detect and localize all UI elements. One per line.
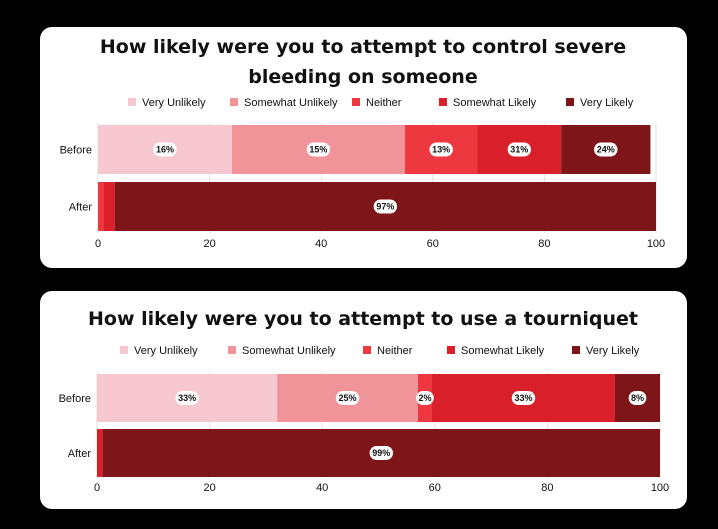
data-label: 2% <box>416 391 434 405</box>
x-tick-label: 100 <box>651 482 669 494</box>
legend-item: Somewhat Unlikely <box>228 345 336 357</box>
x-tick-label: 20 <box>203 238 215 250</box>
data-label-text: 25% <box>339 393 357 403</box>
data-label-pill <box>306 142 331 157</box>
data-label-pill <box>373 199 398 214</box>
legend-label: Very Likely <box>580 97 634 109</box>
x-tick-label: 40 <box>316 482 328 494</box>
x-tick-label: 80 <box>538 238 550 250</box>
category-label: Before <box>60 145 92 157</box>
legend-swatch <box>230 98 238 106</box>
data-label-text: 33% <box>178 393 196 403</box>
legend-label: Somewhat Unlikely <box>244 97 338 109</box>
data-label: 97% <box>373 199 398 214</box>
data-label-pill <box>175 391 199 405</box>
chart-title-line: How likely were you to attempt to contro… <box>100 36 626 58</box>
bar-segment <box>97 429 103 477</box>
x-tick-label: 0 <box>95 238 101 250</box>
data-label: 33% <box>511 391 536 405</box>
legend-item: Very Likely <box>566 97 634 109</box>
x-tick-label: 60 <box>429 482 441 494</box>
legend-swatch <box>566 98 574 106</box>
data-label-pill <box>429 142 453 157</box>
legend-item: Somewhat Likely <box>447 345 545 357</box>
x-tick-label: 0 <box>94 482 100 494</box>
data-label: 99% <box>369 446 394 460</box>
legend-label: Somewhat Likely <box>453 97 537 109</box>
legend-swatch <box>228 346 236 354</box>
data-label-text: 13% <box>432 145 450 155</box>
x-tick-label: 80 <box>541 482 553 494</box>
legend-item: Somewhat Unlikely <box>230 97 338 109</box>
legend-swatch <box>120 346 128 354</box>
legend-item: Very Unlikely <box>128 97 206 109</box>
x-tick-label: 60 <box>427 238 439 250</box>
data-label-text: 33% <box>514 393 532 403</box>
data-label-text: 16% <box>156 145 174 155</box>
chart-title-line: How likely were you to attempt to use a … <box>88 308 638 330</box>
category-label: After <box>68 448 92 460</box>
data-label-text: 15% <box>309 145 327 155</box>
bar-segment <box>98 182 104 231</box>
legend-label: Very Unlikely <box>142 97 206 109</box>
category-label: Before <box>59 393 91 405</box>
data-label: 13% <box>429 142 453 157</box>
data-label-text: 2% <box>418 393 431 403</box>
legend-label: Somewhat Unlikely <box>242 345 336 357</box>
legend-label: Neither <box>366 97 402 109</box>
legend-label: Very Unlikely <box>134 345 198 357</box>
legend-swatch <box>352 98 360 106</box>
data-label-pill <box>335 391 360 405</box>
data-label: 16% <box>153 142 177 157</box>
legend-label: Very Likely <box>586 345 640 357</box>
x-tick-label: 40 <box>315 238 327 250</box>
x-tick-label: 20 <box>203 482 215 494</box>
legend-label: Somewhat Likely <box>461 345 545 357</box>
data-label: 8% <box>628 391 647 405</box>
chart-panel-bleeding: How likely were you to attempt to contro… <box>40 27 687 268</box>
data-label-text: 97% <box>376 202 394 212</box>
data-label-pill <box>416 391 434 405</box>
legend-item: Very Likely <box>572 345 640 357</box>
legend-item: Somewhat Likely <box>439 97 537 109</box>
data-label-pill <box>511 391 536 405</box>
data-label-pill <box>153 142 177 157</box>
data-label-pill <box>369 446 394 460</box>
legend-item: Neither <box>363 345 413 357</box>
x-tick-label: 100 <box>647 238 665 250</box>
data-label-pill <box>628 391 647 405</box>
legend-label: Neither <box>377 345 413 357</box>
chart-tourniquet: How likely were you to attempt to use a … <box>59 308 670 494</box>
data-label-text: 99% <box>372 448 390 458</box>
data-label: 24% <box>594 142 618 157</box>
category-label: After <box>69 202 93 214</box>
data-label: 31% <box>507 142 531 157</box>
chart-title-line: bleeding on someone <box>248 66 477 88</box>
legend-item: Very Unlikely <box>120 345 198 357</box>
data-label-text: 31% <box>510 145 528 155</box>
legend-swatch <box>439 98 447 106</box>
data-label: 15% <box>306 142 331 157</box>
data-label-text: 8% <box>631 393 644 403</box>
data-label-text: 24% <box>597 145 615 155</box>
legend-swatch <box>447 346 455 354</box>
data-label-pill <box>594 142 618 157</box>
bar-segment <box>103 182 115 231</box>
chart-bleeding: How likely were you to attempt to contro… <box>60 36 666 250</box>
legend-swatch <box>128 98 136 106</box>
legend-swatch <box>572 346 580 354</box>
data-label: 33% <box>175 391 199 405</box>
legend-item: Neither <box>352 97 402 109</box>
data-label-pill <box>507 142 531 157</box>
legend-swatch <box>363 346 371 354</box>
chart-panel-tourniquet: How likely were you to attempt to use a … <box>40 291 687 509</box>
data-label: 25% <box>335 391 360 405</box>
